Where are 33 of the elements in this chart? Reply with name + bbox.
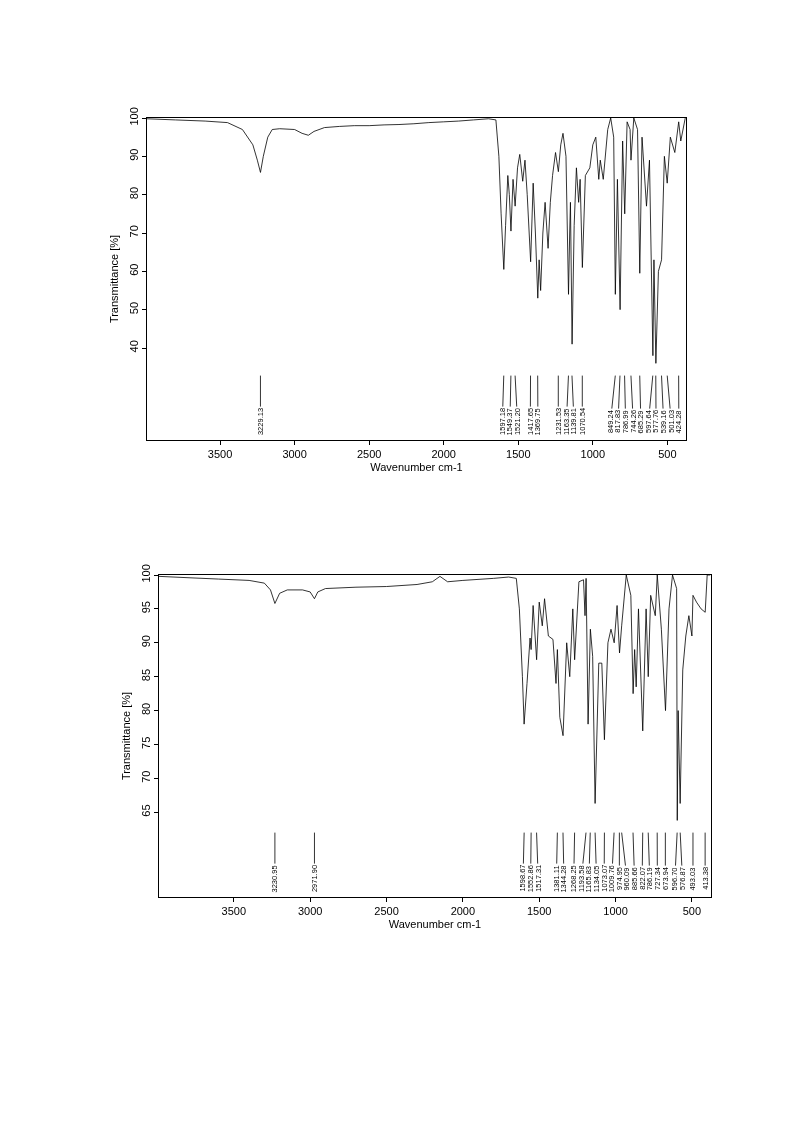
y-tick-label: 65 (139, 804, 152, 817)
x-tick-label: 3000 (282, 448, 307, 461)
y-tick-label: 90 (127, 148, 140, 161)
x-tick-label: 3500 (221, 905, 247, 918)
x-tick-label: 3500 (207, 448, 233, 461)
y-tick-label: 80 (127, 186, 140, 200)
x-axis-title: Wavenumber cm-1 (370, 461, 463, 474)
y-tick-label: 70 (127, 225, 140, 238)
x-tick-label: 2500 (374, 905, 399, 918)
x-tick-label: 1500 (506, 448, 531, 461)
y-tick-label: 50 (127, 301, 140, 315)
x-tick-label: 3000 (297, 905, 323, 918)
x-tick-label: 1500 (526, 905, 552, 918)
y-tick-label: 60 (127, 263, 140, 276)
y-tick-label: 40 (127, 340, 140, 353)
x-tick-label: 1000 (603, 905, 628, 918)
x-tick-label: 500 (682, 905, 702, 918)
x-tick-label: 1000 (580, 448, 606, 461)
y-tick-label: 100 (139, 564, 152, 583)
y-tick-label: 85 (139, 668, 152, 682)
y-tick-label: 100 (127, 107, 140, 126)
x-tick-label: 2000 (431, 448, 456, 461)
x-tick-label: 2500 (356, 448, 382, 461)
y-tick-label: 90 (139, 635, 152, 648)
y-tick-label: 70 (139, 770, 152, 783)
x-tick-label: 2000 (450, 905, 476, 918)
y-tick-label: 75 (139, 736, 152, 749)
y-axis-title: Transmittance [%] (120, 691, 133, 781)
y-tick-label: 80 (139, 702, 152, 716)
x-axis-title: Wavenumber cm-1 (388, 918, 482, 931)
y-tick-label: 95 (139, 601, 152, 614)
x-tick-label: 500 (658, 448, 677, 461)
y-axis-title: Transmittance [%] (108, 234, 121, 324)
